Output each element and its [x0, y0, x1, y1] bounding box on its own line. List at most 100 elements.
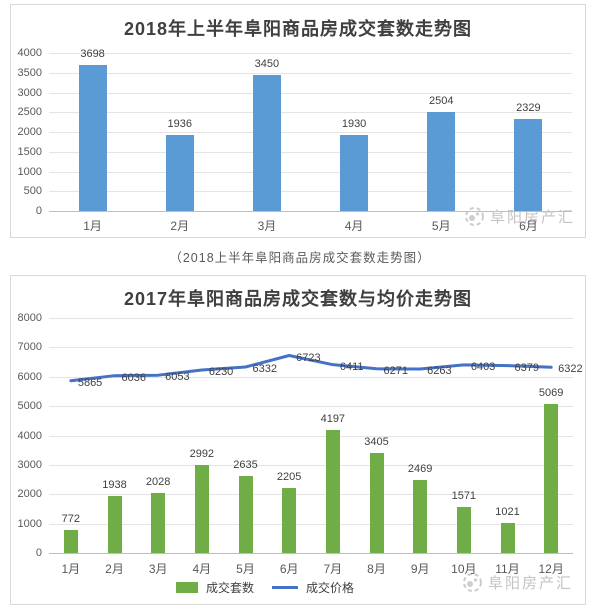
chart2-legend: 成交套数 成交价格 — [0, 579, 557, 596]
line-point-label: 6322 — [558, 363, 583, 376]
bar-value-label: 1936 — [167, 117, 192, 130]
line-point-label: 5865 — [77, 376, 103, 389]
bar-value-label: 3450 — [254, 57, 280, 70]
legend-bar-swatch — [175, 582, 198, 593]
bar — [107, 496, 122, 553]
line-point-label: 6332 — [252, 362, 277, 375]
x-axis-tick-label: 10月 — [451, 562, 477, 576]
chart1-watermark: 阜阳房产汇 — [464, 206, 575, 227]
y-axis-tick-label: 2000 — [17, 126, 42, 138]
gridline — [49, 347, 573, 349]
chart1-title: 2018年上半年阜阳商品房成交套数走势图 — [123, 19, 473, 39]
line-point-label: 6263 — [427, 365, 452, 378]
x-axis-tick-label: 6月 — [279, 562, 299, 576]
bar-value-label: 3405 — [364, 435, 389, 448]
gridline — [49, 112, 572, 114]
y-axis-tick-label: 3000 — [17, 86, 42, 99]
x-axis-line — [49, 211, 572, 212]
gridline — [49, 171, 572, 173]
x-axis-tick-label: 11月 — [495, 562, 520, 576]
x-axis-tick-label: 4月 — [344, 219, 364, 233]
gridline — [49, 523, 573, 525]
gridline — [49, 318, 573, 319]
bar-value-label: 2504 — [429, 95, 454, 108]
x-axis-tick-label: 5月 — [236, 562, 255, 576]
line-point-label: 6271 — [383, 364, 408, 377]
x-axis-tick-label: 9月 — [410, 562, 430, 576]
bar-value-label: 4197 — [320, 412, 346, 425]
bar-value-label: 3698 — [80, 47, 105, 60]
gridline — [49, 191, 572, 193]
bar — [194, 465, 209, 553]
watermark-text: 阜阳房产汇 — [488, 575, 574, 592]
x-axis-line — [49, 553, 573, 554]
bar-value-label: 772 — [61, 513, 80, 526]
watermark-logo-icon — [463, 573, 482, 592]
bar — [165, 134, 194, 211]
x-axis-tick-label: 1月 — [61, 562, 81, 576]
bar — [151, 493, 166, 553]
x-axis-tick-label: 1月 — [83, 219, 102, 233]
y-axis-tick-label: 0 — [35, 547, 42, 559]
y-axis-tick-label: 1000 — [17, 517, 42, 530]
watermark-text: 阜阳房产汇 — [490, 209, 576, 226]
x-axis-tick-label: 3月 — [148, 562, 168, 576]
bar — [544, 404, 559, 553]
x-axis-tick-label: 2月 — [105, 562, 124, 576]
bar-value-label: 1938 — [102, 479, 127, 492]
bar — [427, 112, 456, 211]
chart1-caption: （2018上半年阜阳商品房成交套数走势图） — [169, 251, 431, 265]
bar — [325, 429, 340, 553]
y-axis-tick-label: 7000 — [17, 341, 42, 354]
bar — [500, 523, 515, 553]
line-point-label: 6230 — [208, 365, 234, 378]
bar — [369, 452, 384, 553]
gridline — [49, 435, 573, 437]
chart2-watermark: 阜阳房产汇 — [462, 572, 573, 593]
watermark-logo-icon — [465, 207, 484, 226]
x-axis-tick-label: 12月 — [538, 562, 564, 576]
bar — [413, 480, 428, 553]
x-axis-tick-label: 3月 — [257, 219, 277, 233]
bar-value-label: 2992 — [189, 448, 215, 461]
y-axis-tick-label: 6000 — [17, 370, 42, 383]
bar — [282, 488, 297, 553]
x-axis-tick-label: 2月 — [170, 219, 190, 233]
bar — [238, 475, 253, 553]
x-axis-tick-label: 4月 — [192, 562, 212, 576]
bar-value-label: 1930 — [341, 117, 367, 130]
y-axis-tick-label: 0 — [35, 205, 42, 217]
legend-line-label: 成交价格 — [306, 581, 355, 595]
bar-value-label: 2469 — [407, 463, 433, 476]
line-point-label: 6403 — [470, 360, 496, 373]
x-axis-tick-label: 8月 — [367, 562, 386, 576]
line-point-label: 6411 — [339, 360, 364, 373]
line-point-label: 6053 — [165, 371, 190, 384]
gridline — [49, 53, 572, 54]
y-axis-tick-label: 500 — [23, 185, 42, 198]
legend-line-swatch — [272, 586, 298, 589]
bar-value-label: 2205 — [276, 471, 302, 484]
bar-value-label: 5069 — [538, 387, 564, 400]
price-line — [69, 354, 553, 383]
gridline — [49, 406, 573, 408]
y-axis-tick-label: 1000 — [17, 165, 42, 178]
y-axis-tick-label: 1500 — [17, 145, 42, 158]
bar-value-label: 1021 — [495, 506, 520, 518]
line-point-label: 6036 — [121, 371, 146, 384]
bar-value-label: 2028 — [145, 476, 171, 489]
y-axis-tick-label: 4000 — [17, 429, 42, 442]
y-axis-tick-label: 2000 — [17, 488, 42, 501]
gridline — [49, 464, 573, 466]
bar-value-label: 1571 — [451, 489, 477, 502]
chart-2018-transactions: 2018年上半年阜阳商品房成交套数走势图 阜阳房产汇 0 500 1000 1500 2… — [10, 4, 586, 238]
bar — [252, 74, 281, 211]
bar — [514, 119, 543, 211]
gridline — [49, 92, 572, 94]
y-axis-tick-label: 3000 — [17, 458, 42, 471]
y-axis-tick-label: 8000 — [17, 312, 42, 324]
chart-2017-transactions-price: 2017年阜阳商品房成交套数与均价走势图 成交套数 成交价格 阜阳房产汇 0 10… — [10, 275, 586, 605]
y-axis-tick-label: 4000 — [17, 47, 42, 59]
gridline — [49, 72, 572, 74]
bar — [63, 530, 78, 553]
